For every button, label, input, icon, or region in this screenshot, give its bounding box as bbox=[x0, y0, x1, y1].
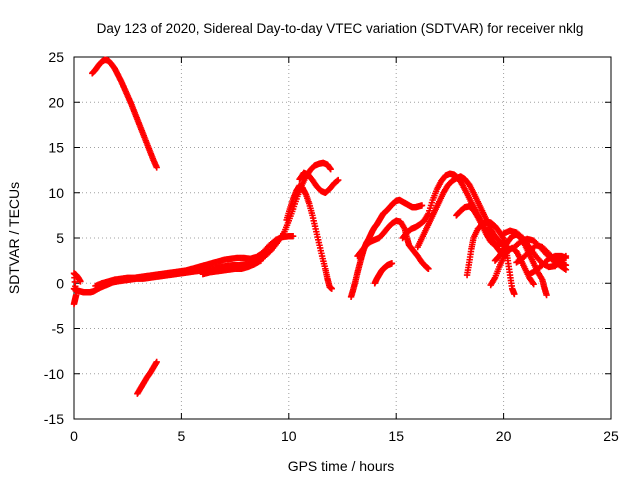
series-dip-hump bbox=[199, 257, 265, 278]
data-point bbox=[543, 291, 550, 299]
data-point bbox=[418, 202, 426, 209]
plot-frame bbox=[73, 56, 612, 420]
x-tick-label: 25 bbox=[603, 428, 619, 444]
y-tick-label: 25 bbox=[48, 49, 64, 65]
data-point bbox=[496, 242, 503, 250]
y-tick-label: 10 bbox=[48, 185, 64, 201]
y-tick-labels: -15 -10 -5 0 5 10 15 20 25 bbox=[44, 49, 64, 427]
x-tick-label: 15 bbox=[388, 428, 404, 444]
series-mid-arc-2 bbox=[296, 169, 342, 196]
data-point bbox=[335, 176, 342, 184]
data-point bbox=[77, 278, 84, 285]
data-point bbox=[530, 280, 537, 288]
y-tick-label: -15 bbox=[44, 411, 64, 427]
x-axis-label: GPS time / hours bbox=[288, 458, 395, 474]
data-point bbox=[257, 257, 265, 264]
series-late-2 bbox=[354, 217, 432, 272]
x-tick-label: 10 bbox=[281, 428, 297, 444]
y-tick-label: -5 bbox=[52, 321, 65, 337]
x-tick-labels: 0 5 10 15 20 25 bbox=[70, 428, 619, 444]
y-tick-label: 5 bbox=[56, 230, 64, 246]
data-points bbox=[70, 56, 570, 397]
x-tick-label: 0 bbox=[70, 428, 78, 444]
x-tick-label: 20 bbox=[496, 428, 512, 444]
series-late-11 bbox=[487, 244, 537, 289]
data-point bbox=[425, 265, 432, 272]
data-point bbox=[511, 290, 518, 298]
y-tick-label: 20 bbox=[48, 94, 64, 110]
data-point bbox=[562, 254, 570, 262]
series-low-segment bbox=[134, 358, 160, 397]
data-point bbox=[289, 232, 297, 240]
data-point bbox=[153, 358, 160, 366]
data-point bbox=[529, 279, 537, 287]
data-point bbox=[388, 260, 396, 267]
data-point bbox=[328, 285, 335, 292]
data-point bbox=[153, 164, 160, 171]
series-early-start bbox=[70, 270, 84, 308]
series-late-12 bbox=[453, 203, 503, 250]
x-tick-label: 5 bbox=[178, 428, 186, 444]
series-late-4 bbox=[414, 173, 512, 251]
data-point bbox=[562, 261, 570, 269]
series-mid-arc bbox=[283, 182, 335, 292]
y-tick-label: -10 bbox=[44, 366, 64, 382]
data-point bbox=[327, 166, 334, 173]
y-tick-label: 15 bbox=[48, 140, 64, 156]
y-tick-label: 0 bbox=[56, 275, 64, 291]
series-upper-band bbox=[92, 232, 297, 290]
series-late-13 bbox=[371, 260, 396, 287]
series-high-arc bbox=[89, 56, 160, 171]
y-axis-label: SDTVAR / TECUs bbox=[6, 182, 22, 294]
chart-title: Day 123 of 2020, Sidereal Day-to-day VTE… bbox=[97, 21, 584, 36]
